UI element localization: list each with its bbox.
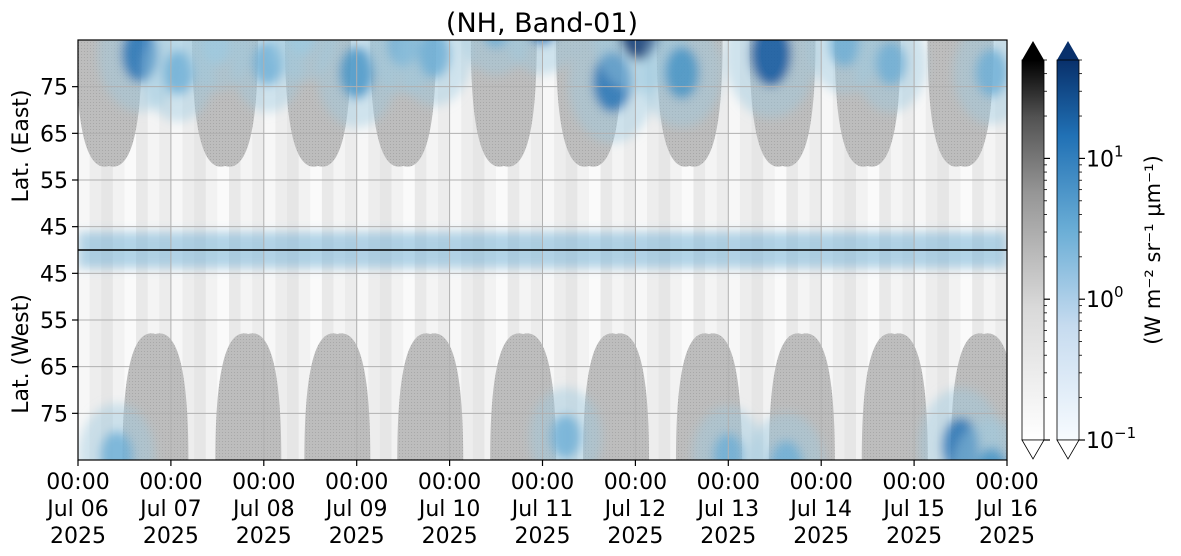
x-tick-label: Jul 16 (974, 497, 1038, 522)
colorbar-label: (W m⁻² sr⁻¹ μm⁻¹) (1141, 155, 1165, 345)
colorbar-tick-label: 100 (1086, 283, 1124, 313)
x-tick-label: Jul 11 (510, 497, 574, 522)
no-data-region (397, 333, 464, 460)
aurora-blob-core (975, 48, 1007, 97)
x-tick-label: Jul 15 (881, 497, 945, 522)
chart-title: (NH, Band-01) (446, 8, 638, 39)
aurora-blob-core (484, 40, 508, 48)
x-tick-label: 00:00 (511, 470, 574, 495)
x-tick-label: 2025 (700, 524, 756, 549)
x-tick-label: Jul 10 (417, 497, 481, 522)
x-tick-label: 2025 (329, 524, 385, 549)
x-tick-label: 00:00 (418, 470, 481, 495)
colorbar-blues (1056, 41, 1080, 460)
x-tick-label: 00:00 (697, 470, 760, 495)
x-tick-label: 2025 (607, 524, 663, 549)
colorbar-greys-extend-min (1021, 439, 1045, 460)
y-axis-ticks: 45 55 65 75 75 65 55 45 (40, 76, 78, 427)
x-tick-label: 2025 (793, 524, 849, 549)
x-tick-label: Jul 12 (603, 497, 667, 522)
x-tick-label: 2025 (979, 524, 1035, 549)
x-tick-label: 00:00 (46, 470, 109, 495)
colorbar-blues-extend-min (1056, 439, 1080, 460)
colorbar-ticks: 10−1 100 101 (1044, 59, 1136, 454)
colorbar-blues-body (1056, 59, 1080, 441)
x-tick-label: 2025 (143, 524, 199, 549)
no-data-region (304, 333, 371, 460)
x-tick-label: 2025 (422, 524, 478, 549)
x-tick-label: Jul 09 (324, 497, 388, 522)
aurora-blob-core (418, 40, 451, 78)
aurora-blob-halo (748, 412, 825, 460)
y-tick-label: 65 (40, 356, 68, 381)
x-tick-label: 00:00 (789, 470, 852, 495)
y-axis-label-east: Lat. (East) (9, 90, 34, 203)
x-tick-label: Jul 14 (788, 497, 852, 522)
x-tick-label: 00:00 (232, 470, 295, 495)
colorbar-blues-extend-max (1057, 41, 1079, 60)
x-tick-label: Jul 08 (231, 497, 295, 522)
x-tick-label: 2025 (515, 524, 571, 549)
colorbar-tick-label: 101 (1086, 142, 1124, 172)
y-tick-label: 45 (40, 216, 68, 241)
no-data-region (861, 333, 928, 460)
aurora-blob-core (770, 440, 803, 460)
colorbar-greys (1021, 41, 1045, 460)
x-tick-label: 2025 (236, 524, 292, 549)
x-tick-label: 00:00 (975, 470, 1038, 495)
no-data-region (215, 333, 282, 460)
y-tick-label: 45 (40, 262, 68, 287)
x-tick-label: 2025 (50, 524, 106, 549)
y-tick-label: 55 (40, 309, 68, 334)
x-tick-label: 2025 (886, 524, 942, 549)
x-tick-label: 00:00 (882, 470, 945, 495)
x-tick-label: 00:00 (604, 470, 667, 495)
x-tick-label: 00:00 (139, 470, 202, 495)
aurora-blob-core (550, 414, 581, 459)
colorbar-tick-label: 10−1 (1086, 424, 1136, 454)
y-tick-label: 75 (40, 402, 68, 427)
aurora-blob-core (664, 46, 699, 99)
x-tick-label: Jul 06 (45, 497, 109, 522)
aurora-blob-core (875, 41, 906, 86)
aurora-blob-core (750, 40, 791, 86)
aurora-blob-core (203, 40, 232, 65)
x-tick-label: Jul 07 (138, 497, 202, 522)
x-tick-label: 00:00 (325, 470, 388, 495)
y-tick-label: 65 (40, 122, 68, 147)
y-tick-label: 55 (40, 169, 68, 194)
aurora-blob-core (100, 431, 133, 460)
aurora-blob-core (288, 40, 317, 56)
colorbar-greys-extend-max (1022, 41, 1044, 60)
aurora-blob-core (829, 40, 860, 67)
y-axis-label-west: Lat. (West) (9, 294, 34, 414)
aurora-blob-core (977, 448, 1006, 460)
colorbar-greys-body (1021, 59, 1045, 441)
x-tick-label: Jul 13 (696, 497, 760, 522)
plot-area (77, 39, 1008, 461)
y-tick-label: 75 (40, 76, 68, 101)
